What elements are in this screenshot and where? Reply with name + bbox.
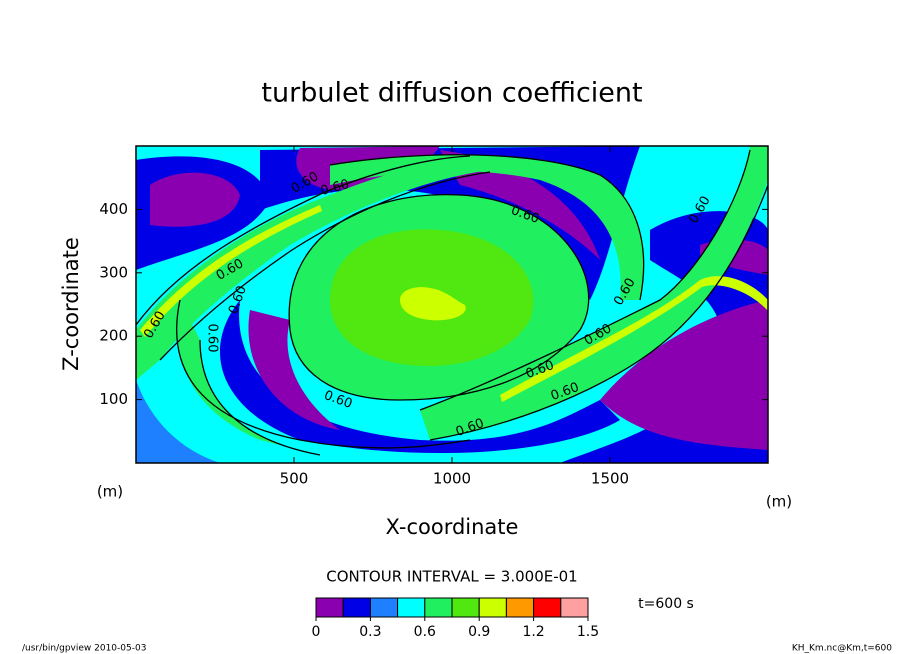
contour-region [150, 172, 240, 227]
y-tick-label: 200 [99, 327, 128, 345]
contour-line [176, 299, 471, 449]
contour-line [429, 184, 768, 441]
contour-region [400, 287, 466, 321]
colorbar-box [478, 597, 507, 618]
contour-label: 0.60 [205, 324, 220, 353]
contour-line [136, 155, 471, 326]
contour-label: 0.60 [319, 177, 351, 199]
colorbar-tick-label: 0.9 [468, 624, 490, 640]
colorbar-box [369, 597, 399, 618]
colorbar-box [560, 597, 589, 618]
footer-right: KH_Km.nc@Km,t=600 [792, 644, 892, 654]
colorbar-box [505, 597, 535, 618]
contour-line [199, 339, 321, 456]
colorbar-tick-label: 1.2 [522, 624, 544, 640]
colorbar-box [533, 597, 562, 618]
contour-line [419, 149, 751, 411]
contour-region [600, 300, 768, 450]
colorbar-tick-label: 0 [312, 624, 321, 640]
contour-line [159, 171, 491, 361]
contour-region [248, 310, 340, 430]
contour-region [140, 205, 322, 337]
y-unit: (m) [97, 483, 123, 501]
y-axis-label: Z-coordinate [59, 237, 83, 371]
contour-field: 0.600.600.60 0.600.600.600.600.600.600.60… [136, 146, 768, 463]
time-label: t=600 s [638, 596, 694, 612]
y-tick-label: 300 [99, 263, 128, 281]
x-unit: (m) [766, 493, 792, 511]
x-tick-label: 500 [280, 470, 309, 488]
colorbar-box [342, 597, 371, 618]
y-tick-label: 100 [99, 390, 128, 408]
colorbar-tick-label: 0.6 [414, 624, 436, 640]
contour-region [420, 146, 768, 440]
colorbar-box [424, 597, 453, 618]
contour-interval: CONTOUR INTERVAL = 3.000E-01 [326, 568, 577, 586]
contour-region [440, 150, 600, 260]
y-tick-label: 400 [99, 200, 128, 218]
colorbar-box [315, 597, 344, 618]
chart-title: turbulet diffusion coefficient [261, 78, 642, 109]
colorbar-box [451, 597, 480, 618]
x-tick-label: 1000 [433, 470, 471, 488]
colorbar-tick-label: 1.5 [577, 624, 599, 640]
contour-line [329, 154, 645, 301]
footer-left: /usr/bin/gpview 2010-05-03 [22, 644, 146, 654]
contour-region [500, 280, 702, 402]
contour-region [136, 380, 220, 463]
colorbar-tick-label: 0.3 [359, 624, 381, 640]
x-tick-label: 1500 [591, 470, 629, 488]
contour-region [330, 154, 644, 300]
colorbar-box [397, 597, 426, 618]
x-axis-label: X-coordinate [386, 515, 519, 539]
